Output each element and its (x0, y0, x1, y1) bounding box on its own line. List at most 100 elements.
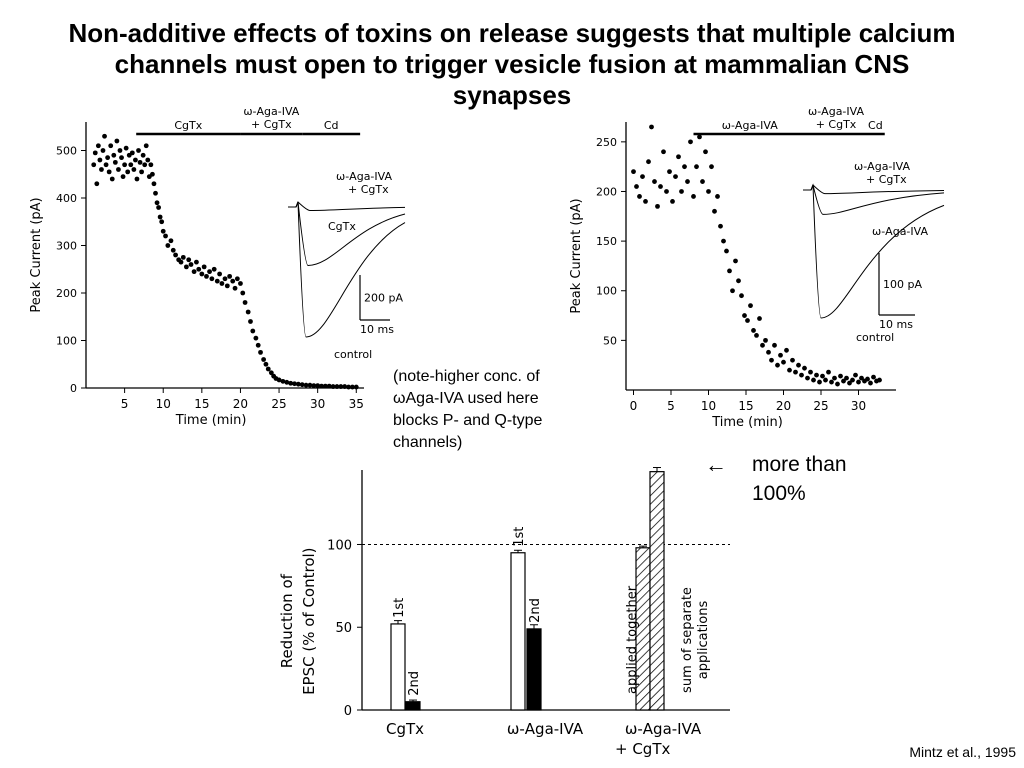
bar (526, 628, 542, 711)
slide-title-line: channels must open to trigger vesicle fu… (114, 49, 910, 79)
data-point (838, 373, 843, 379)
data-point (697, 134, 702, 140)
data-point (670, 199, 675, 204)
y-axis-label: EPSC (% of Control) (300, 547, 318, 694)
bar (405, 701, 421, 711)
data-point (865, 376, 870, 382)
y-tick-label: 100 (327, 538, 352, 553)
data-point (170, 247, 176, 253)
application-label: + CgTx (251, 118, 292, 131)
data-point (180, 254, 186, 260)
y-tick-label: 0 (344, 704, 352, 719)
inset-label: ω-Aga-IVA (336, 170, 392, 183)
data-point (667, 169, 672, 175)
bar (390, 623, 406, 711)
y-tick-label: 100 (56, 335, 77, 348)
data-point (250, 328, 256, 334)
data-point (326, 383, 332, 389)
data-point (191, 269, 197, 275)
data-point (781, 359, 786, 365)
data-point (655, 203, 660, 209)
data-point (217, 271, 222, 277)
data-point (183, 264, 189, 270)
application-label: + CgTx (816, 118, 857, 131)
y-tick-label: 500 (56, 145, 77, 158)
data-point (117, 148, 123, 153)
data-point (150, 171, 155, 177)
data-point (119, 155, 124, 161)
x-tick-label: 5 (667, 399, 675, 413)
x-tick-label: 30 (310, 397, 325, 411)
data-point (234, 276, 240, 282)
x-tick-label: 20 (776, 399, 791, 413)
inset-label: control (856, 331, 894, 344)
y-tick-label: 150 (596, 235, 617, 248)
data-point (745, 318, 750, 323)
data-point (757, 316, 762, 321)
data-point (136, 148, 141, 153)
bar-label: applications (696, 601, 711, 680)
data-point (109, 176, 115, 182)
data-point (637, 194, 642, 199)
data-point (346, 384, 351, 390)
y-tick-label: 250 (596, 136, 617, 149)
data-point (856, 379, 861, 385)
data-point (877, 377, 882, 383)
data-point (811, 377, 816, 383)
y-tick-label: 50 (335, 621, 352, 636)
data-point (227, 273, 233, 279)
inset-label: CgTx (328, 220, 356, 233)
data-point (122, 162, 128, 168)
inset-label: + CgTx (866, 173, 907, 186)
data-point (151, 181, 157, 187)
data-point (263, 361, 269, 367)
data-point (131, 167, 137, 172)
data-point (238, 281, 243, 286)
data-point (664, 189, 669, 194)
y-tick-label: 400 (56, 192, 77, 205)
x-tick-label: 15 (738, 399, 753, 413)
data-point (92, 150, 98, 156)
data-point (103, 162, 109, 168)
callout-line: 100% (752, 482, 806, 505)
data-point (694, 164, 699, 170)
data-point (160, 228, 166, 234)
data-point (207, 269, 212, 275)
slide-title-line: Non-additive effects of toxins on releas… (68, 18, 956, 48)
data-point (102, 133, 107, 139)
y-tick-label: 300 (56, 240, 77, 253)
y-axis-label: Reduction of (278, 573, 296, 668)
data-point (276, 377, 282, 383)
data-point (116, 167, 121, 172)
data-point (790, 357, 795, 363)
scale-label: 10 ms (360, 323, 394, 336)
data-point (214, 278, 220, 284)
application-label: Cd (324, 119, 339, 132)
data-point (338, 384, 344, 389)
data-point (242, 300, 248, 305)
y-tick-label: 50 (603, 334, 617, 347)
category-label: CgTx (386, 720, 424, 738)
data-point (139, 169, 145, 175)
data-point (129, 150, 135, 156)
data-point (178, 259, 184, 265)
data-point (288, 380, 294, 386)
data-point (230, 278, 236, 284)
citation: Mintz et al., 1995 (909, 744, 1016, 760)
data-point (661, 149, 666, 155)
application-label: ω-Aga-IVA (808, 105, 864, 118)
data-point (850, 377, 855, 383)
data-point (652, 179, 657, 184)
data-point (739, 293, 744, 299)
data-point (775, 362, 780, 368)
data-point (112, 159, 118, 165)
data-point (823, 377, 828, 383)
data-point (106, 169, 112, 175)
category-label: + CgTx (615, 740, 670, 758)
data-point (111, 152, 117, 158)
data-point (778, 352, 783, 358)
data-point (232, 285, 238, 291)
data-point (108, 143, 114, 149)
